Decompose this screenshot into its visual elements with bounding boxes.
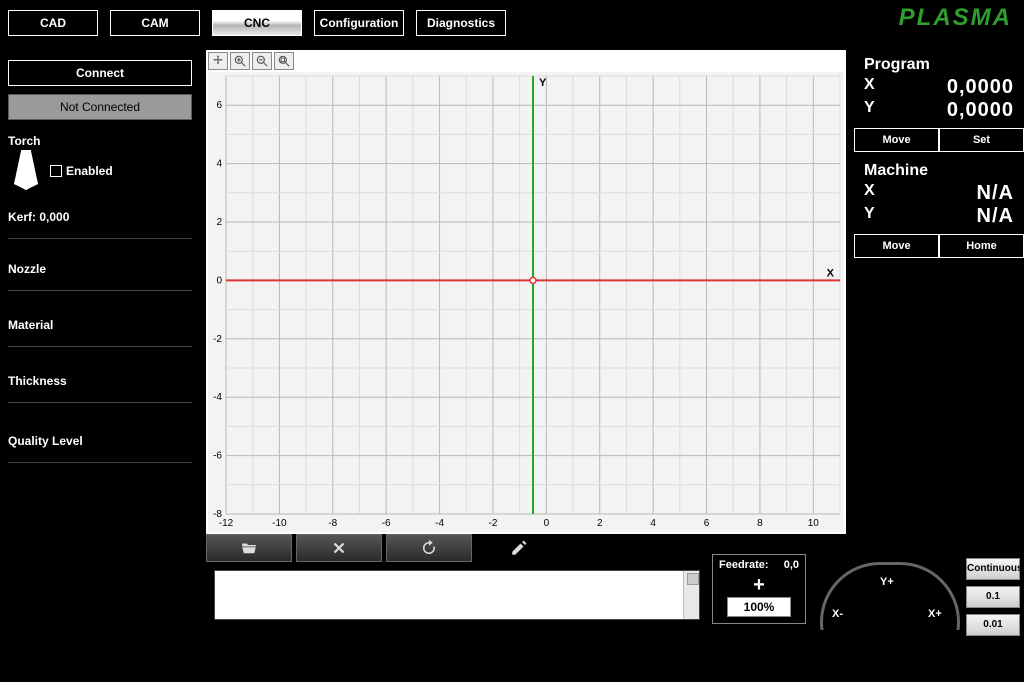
- jog-x-plus[interactable]: X+: [928, 608, 942, 620]
- tab-cnc[interactable]: CNC: [212, 10, 302, 36]
- enabled-label: Enabled: [66, 164, 113, 178]
- svg-text:-4: -4: [435, 518, 444, 529]
- machine-x-value: N/A: [977, 182, 1014, 205]
- torch-icon: [14, 150, 38, 190]
- feedrate-value: 0,0: [784, 559, 799, 571]
- coordinate-grid[interactable]: -12-10-8-6-4-20246810-8-6-4-20246XY: [208, 72, 844, 532]
- top-tabs: CAD CAM CNC Configuration Diagnostics PL…: [0, 0, 1024, 42]
- machine-y-label: Y: [864, 205, 875, 228]
- svg-text:-8: -8: [328, 518, 337, 529]
- svg-text:8: 8: [757, 518, 763, 529]
- svg-text:10: 10: [808, 518, 820, 529]
- svg-text:2: 2: [216, 217, 222, 228]
- edit-button[interactable]: [476, 534, 562, 562]
- step-0-01[interactable]: 0.01: [966, 614, 1020, 636]
- program-move-button[interactable]: Move: [854, 128, 939, 152]
- program-y-value: 0,0000: [947, 99, 1014, 122]
- checkbox-icon[interactable]: [50, 165, 62, 177]
- svg-text:-2: -2: [213, 334, 222, 345]
- divider: [8, 238, 192, 239]
- svg-text:4: 4: [650, 518, 656, 529]
- plot-area: -12-10-8-6-4-20246810-8-6-4-20246XY: [206, 50, 846, 534]
- program-heading: Program: [854, 50, 1024, 76]
- svg-text:4: 4: [216, 159, 222, 170]
- zoom-out-icon[interactable]: [252, 52, 272, 70]
- svg-text:-10: -10: [272, 518, 287, 529]
- connect-button[interactable]: Connect: [8, 60, 192, 86]
- svg-text:-8: -8: [213, 509, 222, 520]
- jog-dial: Y+ X- X+: [820, 562, 960, 632]
- nozzle-label: Nozzle: [8, 262, 46, 276]
- feedrate-increase-button[interactable]: +: [713, 575, 805, 595]
- svg-text:0: 0: [544, 518, 550, 529]
- divider: [8, 402, 192, 403]
- pan-icon[interactable]: [208, 52, 228, 70]
- feedrate-panel: Feedrate: 0,0 + 100%: [712, 554, 806, 624]
- plot-toolbar: [208, 52, 294, 72]
- delete-button[interactable]: [296, 534, 382, 562]
- kerf-label: Kerf: 0,000: [8, 210, 69, 224]
- svg-text:-2: -2: [489, 518, 498, 529]
- tab-cam[interactable]: CAM: [110, 10, 200, 36]
- brand-logo: PLASMA: [899, 4, 1012, 32]
- machine-x-label: X: [864, 182, 875, 205]
- divider: [8, 290, 192, 291]
- connection-status: Not Connected: [8, 94, 192, 120]
- program-y-label: Y: [864, 99, 875, 122]
- divider: [8, 346, 192, 347]
- feedrate-label: Feedrate:: [719, 559, 769, 571]
- scrollbar[interactable]: [683, 571, 699, 619]
- machine-y-value: N/A: [977, 205, 1014, 228]
- svg-text:2: 2: [597, 518, 603, 529]
- thickness-label: Thickness: [8, 374, 67, 388]
- material-label: Material: [8, 318, 53, 332]
- step-0-1[interactable]: 0.1: [966, 586, 1020, 608]
- svg-text:X: X: [827, 267, 835, 279]
- step-buttons: Continuous 0.1 0.01: [966, 558, 1020, 642]
- svg-text:-6: -6: [213, 451, 222, 462]
- svg-text:-4: -4: [213, 392, 222, 403]
- svg-text:6: 6: [704, 518, 710, 529]
- machine-heading: Machine: [854, 152, 1024, 182]
- reload-button[interactable]: [386, 534, 472, 562]
- open-file-button[interactable]: [206, 534, 292, 562]
- program-x-label: X: [864, 76, 875, 99]
- action-bar: [206, 534, 706, 564]
- tab-cad[interactable]: CAD: [8, 10, 98, 36]
- program-x-value: 0,0000: [947, 76, 1014, 99]
- right-panel: Program X 0,0000 Y 0,0000 Move Set Machi…: [854, 50, 1024, 258]
- svg-text:-6: -6: [382, 518, 391, 529]
- divider: [8, 462, 192, 463]
- feedrate-percent[interactable]: 100%: [727, 597, 791, 617]
- zoom-in-icon[interactable]: [230, 52, 250, 70]
- torch-enabled-toggle[interactable]: Enabled: [50, 164, 113, 178]
- tab-diagnostics[interactable]: Diagnostics: [416, 10, 506, 36]
- machine-move-button[interactable]: Move: [854, 234, 939, 258]
- svg-text:0: 0: [216, 275, 222, 286]
- svg-text:6: 6: [216, 100, 222, 111]
- log-output[interactable]: [214, 570, 700, 620]
- program-set-button[interactable]: Set: [939, 128, 1024, 152]
- quality-label: Quality Level: [8, 434, 83, 448]
- jog-x-minus[interactable]: X-: [832, 608, 843, 620]
- step-continuous[interactable]: Continuous: [966, 558, 1020, 580]
- svg-text:Y: Y: [539, 77, 547, 89]
- jog-y-plus[interactable]: Y+: [880, 576, 894, 588]
- zoom-fit-icon[interactable]: [274, 52, 294, 70]
- tab-configuration[interactable]: Configuration: [314, 10, 404, 36]
- machine-home-button[interactable]: Home: [939, 234, 1024, 258]
- torch-label: Torch: [8, 134, 40, 148]
